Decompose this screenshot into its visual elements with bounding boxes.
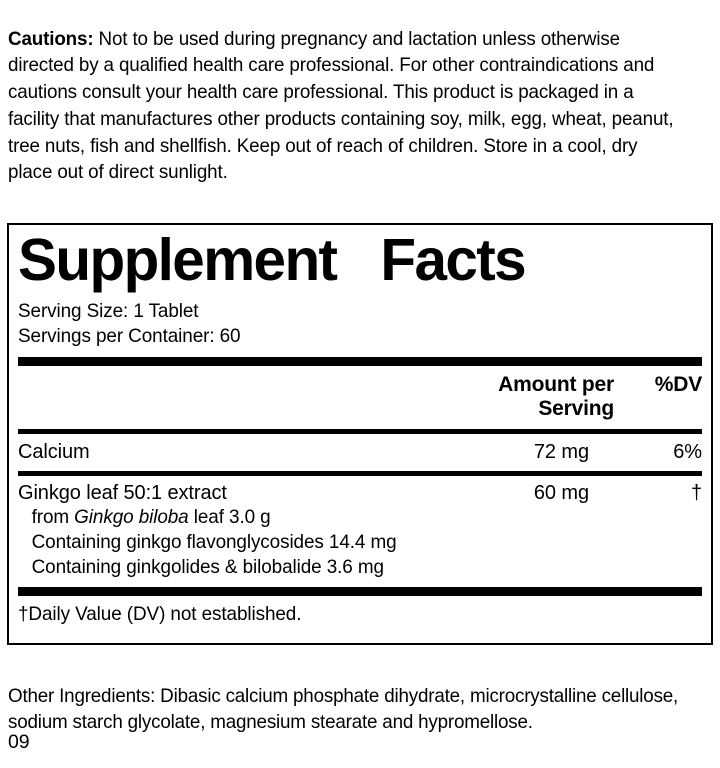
cautions-label: Cautions: (8, 27, 94, 50)
nutrient-dv: † (690, 482, 702, 504)
sub-line-suffix: leaf 3.0 g (188, 506, 271, 528)
supplement-facts-panel: Supplement Facts Serving Size: 1 Tablet … (7, 223, 713, 645)
header-dv-column: %DV (654, 373, 702, 396)
table-row: Calcium 72 mg 6% (18, 434, 702, 471)
ginkgo-main-line: Ginkgo leaf 50:1 extract 60 mg † (18, 482, 702, 505)
supplement-facts-title: Supplement Facts (18, 227, 527, 293)
sub-line-prefix: Containing ginkgolides & bilobalide 3.6 … (31, 556, 384, 578)
nutrient-amount: 72 mg (533, 441, 589, 463)
servings-per-container: Servings per Container: 60 (18, 324, 241, 347)
nutrient-name: Calcium (18, 441, 90, 463)
other-ingredients-paragraph: Other Ingredients: Dibasic calcium phosp… (8, 684, 679, 734)
rule-below-calcium (18, 471, 702, 476)
rule-bottom (18, 587, 702, 596)
sub-line-prefix: Containing ginkgo flavonglycosides 14.4 … (31, 531, 397, 553)
table-row: Ginkgo leaf 50:1 extract 60 mg † from Gi… (18, 476, 702, 587)
revision-code: 09 (8, 731, 30, 753)
nutrient-amount: 60 mg (533, 482, 589, 504)
ginkgo-sub-line: Containing ginkgolides & bilobalide 3.6 … (18, 555, 681, 580)
botanical-name: Ginkgo biloba (74, 506, 189, 528)
ginkgo-sub-line: from Ginkgo biloba leaf 3.0 g (18, 505, 681, 530)
nutrient-name: Ginkgo leaf 50:1 extract (18, 482, 227, 504)
ginkgo-sub-line: Containing ginkgo flavonglycosides 14.4 … (18, 530, 681, 555)
cautions-text: Not to be used during pregnancy and lact… (8, 27, 674, 184)
cautions-paragraph: Cautions: Not to be used during pregnanc… (8, 26, 684, 187)
serving-size: Serving Size: 1 Tablet (18, 300, 199, 322)
sub-line-prefix: from (31, 506, 75, 528)
header-amount-column: Amount per Serving (498, 373, 614, 420)
daily-value-footnote: †Daily Value (DV) not established. (18, 603, 302, 625)
rule-below-header (18, 429, 702, 434)
table-header-row: Amount per Serving %DV (18, 366, 702, 429)
nutrient-dv: 6% (673, 441, 702, 463)
rule-top (18, 357, 702, 366)
